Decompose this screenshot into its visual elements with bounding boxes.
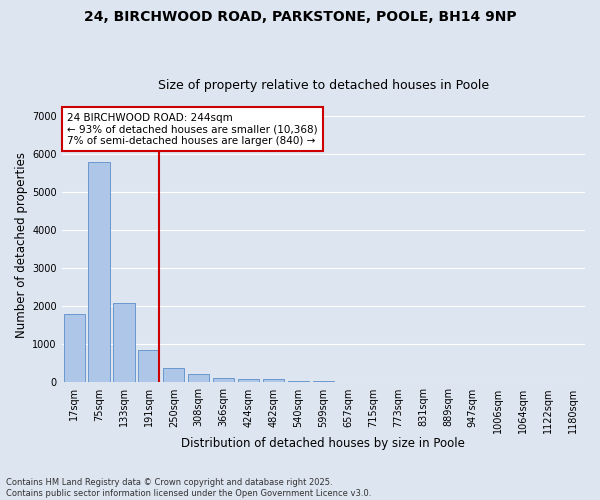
Bar [188,374,209,382]
Bar [238,379,259,382]
Bar [213,378,234,382]
Bar [163,368,184,382]
Bar [288,381,309,382]
Bar [64,314,85,382]
Title: Size of property relative to detached houses in Poole: Size of property relative to detached ho… [158,79,489,92]
Text: Contains HM Land Registry data © Crown copyright and database right 2025.
Contai: Contains HM Land Registry data © Crown c… [6,478,371,498]
Bar [263,380,284,382]
Y-axis label: Number of detached properties: Number of detached properties [15,152,28,338]
Text: 24 BIRCHWOOD ROAD: 244sqm
← 93% of detached houses are smaller (10,368)
7% of se: 24 BIRCHWOOD ROAD: 244sqm ← 93% of detac… [67,112,317,146]
Text: 24, BIRCHWOOD ROAD, PARKSTONE, POOLE, BH14 9NP: 24, BIRCHWOOD ROAD, PARKSTONE, POOLE, BH… [83,10,517,24]
Bar [113,302,134,382]
Bar [88,162,110,382]
Bar [138,350,160,382]
X-axis label: Distribution of detached houses by size in Poole: Distribution of detached houses by size … [181,437,465,450]
